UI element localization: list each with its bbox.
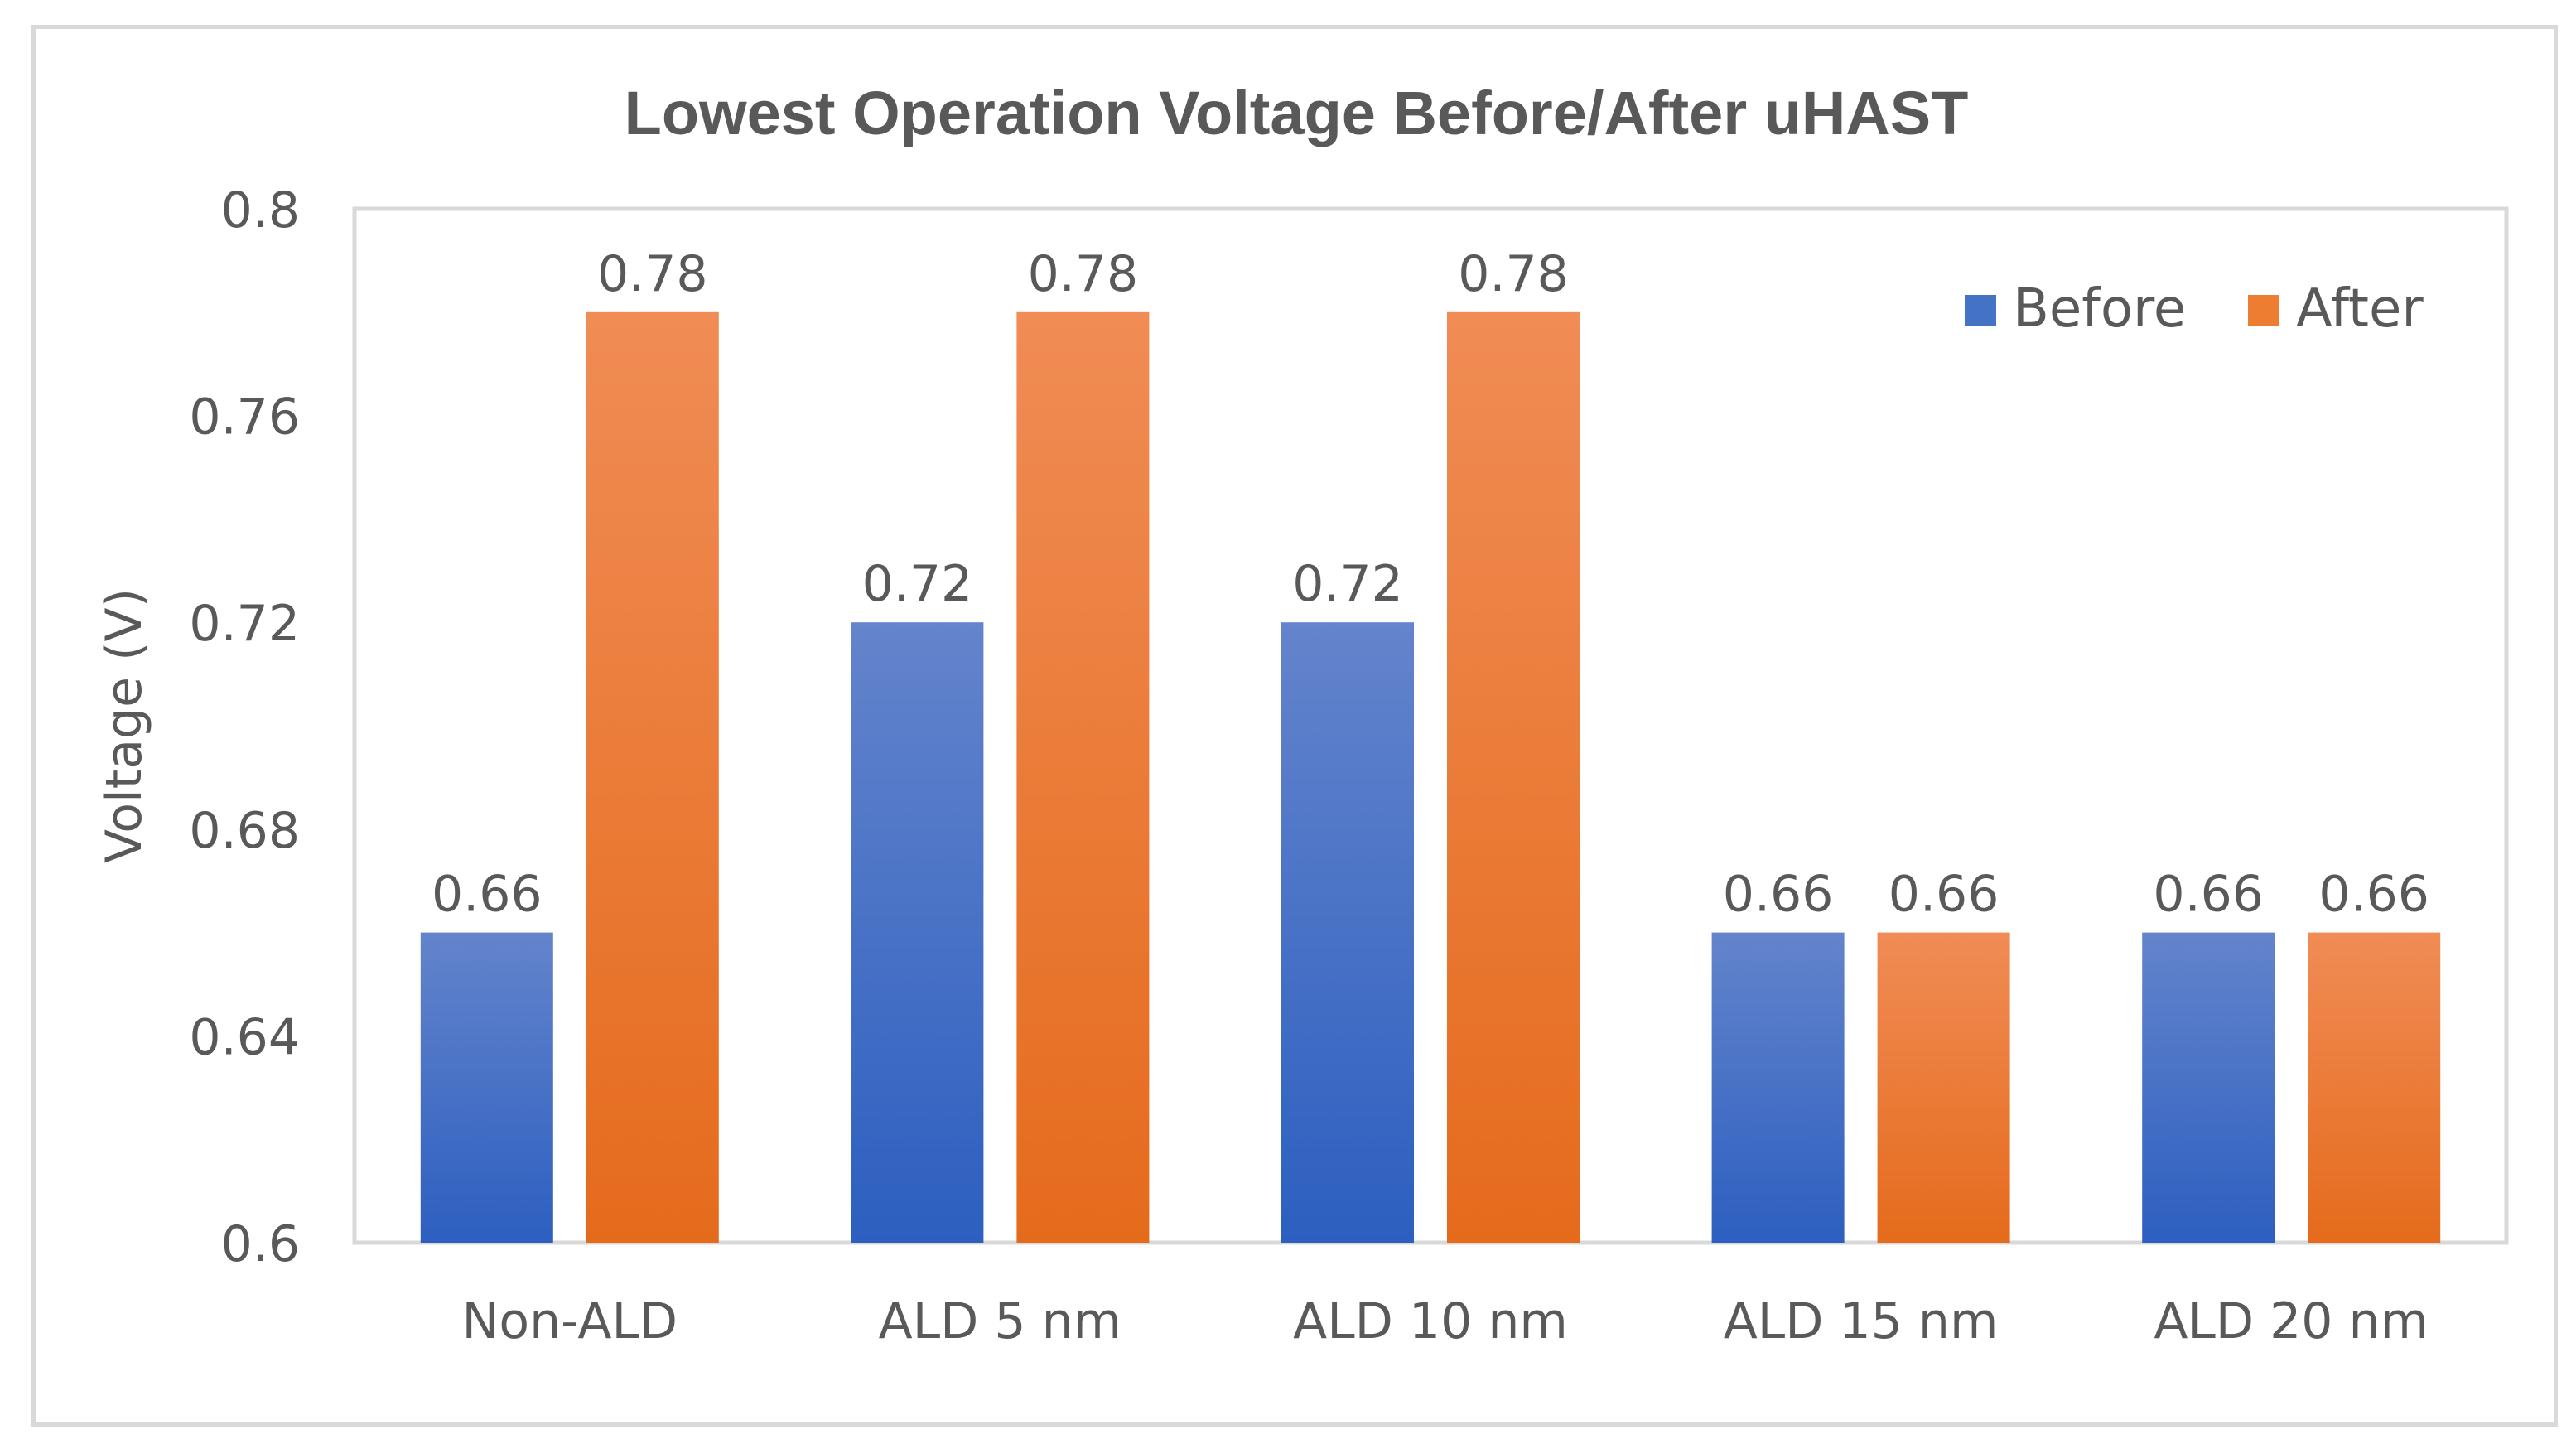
legend-label-before: Before	[2013, 278, 2186, 340]
legend-swatch-before	[1965, 295, 1996, 326]
data-label-after: 0.78	[597, 245, 708, 303]
x-axis-categories: Non-ALD ALD 5 nm ALD 10 nm ALD 15 nm ALD 20 …	[461, 1292, 2429, 1350]
data-label-after: 0.78	[1028, 245, 1139, 303]
legend: Before After	[1965, 278, 2424, 340]
y-tick-label: 0.6	[221, 1215, 300, 1273]
bar-after	[586, 311, 719, 1243]
data-label-before: 0.66	[432, 866, 543, 924]
bar-after	[2308, 932, 2441, 1243]
plot-area	[352, 206, 2509, 1245]
bar-before	[2142, 932, 2275, 1243]
bar-after	[1877, 932, 2010, 1243]
bar-after	[1016, 311, 1150, 1243]
data-label-before: 0.72	[862, 555, 973, 613]
y-tick-label: 0.76	[189, 389, 300, 447]
data-label-before: 0.66	[1723, 866, 1834, 924]
data-label-after: 0.66	[1889, 866, 2000, 924]
x-category-label: ALD 10 nm	[1293, 1292, 1568, 1350]
bar-before	[420, 932, 553, 1243]
legend-label-after: After	[2296, 278, 2424, 340]
data-label-after: 0.66	[2318, 866, 2429, 924]
x-category-label: Non-ALD	[461, 1292, 678, 1350]
legend-swatch-after	[2248, 295, 2279, 326]
y-tick-label: 0.8	[221, 181, 300, 239]
x-category-label: ALD 5 nm	[879, 1292, 1122, 1350]
chart-title: Lowest Operation Voltage Before/After uH…	[625, 79, 1969, 147]
y-tick-label: 0.64	[189, 1008, 300, 1066]
y-axis-ticks: 0.6 0.64 0.68 0.72 0.76 0.8	[189, 181, 300, 1273]
data-label-before: 0.72	[1292, 555, 1403, 613]
y-tick-label: 0.72	[189, 595, 300, 653]
bar-before	[851, 622, 984, 1243]
bar-before	[1281, 622, 1414, 1243]
y-tick-label: 0.68	[189, 802, 300, 860]
data-label-after: 0.78	[1458, 245, 1569, 303]
bar-before	[1711, 932, 1845, 1243]
bars	[420, 311, 2441, 1243]
bar-after	[1447, 311, 1580, 1243]
data-labels: 0.66 0.78 0.72 0.78 0.72 0.78 0.66 0.66 0.66 0.66	[432, 245, 2429, 924]
data-label-before: 0.66	[2153, 866, 2264, 924]
y-axis-title: Voltage (V)	[95, 588, 153, 863]
x-category-label: ALD 15 nm	[1724, 1292, 1999, 1350]
x-category-label: ALD 20 nm	[2154, 1292, 2429, 1350]
